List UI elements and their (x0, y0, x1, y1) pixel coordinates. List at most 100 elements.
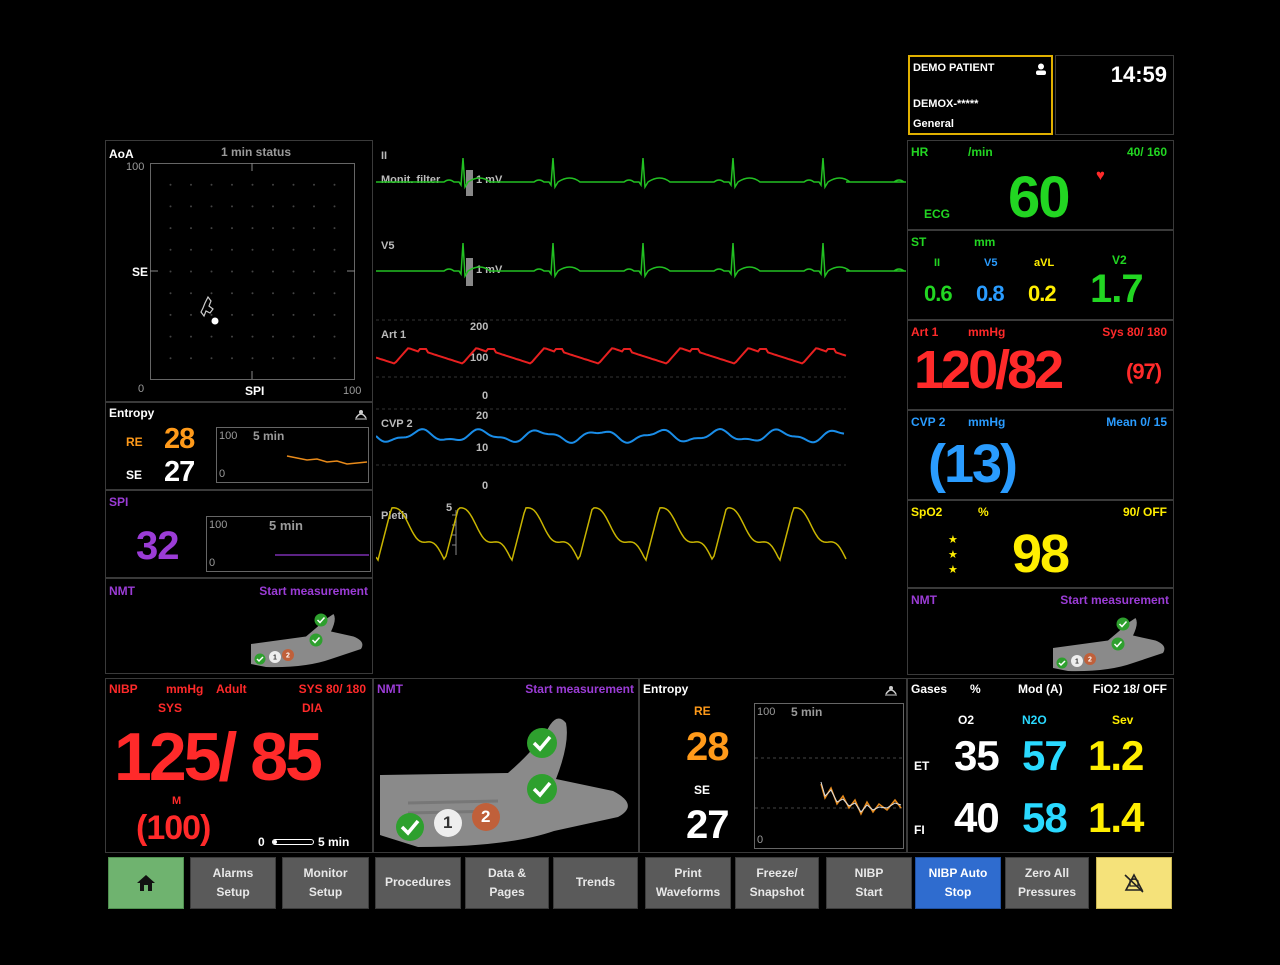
hand-icon: 1 2 (1053, 617, 1165, 672)
signal-quality-stars: ★ ★ ★ (948, 534, 958, 576)
trend-span: 5 min (791, 705, 823, 719)
patient-id: DEMOX-***** (913, 98, 979, 110)
procedures-button[interactable]: Procedures (375, 857, 461, 909)
nmt-title: NMT (109, 584, 135, 598)
cvp2-panel[interactable]: CVP 2 mmHg Mean 0/ 15 (13) (907, 410, 1174, 500)
entropy-panel-left[interactable]: Entropy RE 28 SE 27 100 5 min 0 (105, 402, 373, 490)
cycle-progress-bar (272, 839, 314, 845)
clock-time: 14:59 (1110, 62, 1167, 87)
re-label: RE (694, 704, 711, 718)
gases-unit: % (970, 682, 981, 696)
home-button[interactable] (108, 857, 184, 909)
ecg1-label: II (381, 150, 388, 162)
button-label: Freeze/ Snapshot (749, 865, 805, 899)
trend-max: 100 (209, 519, 228, 531)
data-pages-button[interactable]: Data & Pages (465, 857, 549, 909)
train-count-1: 1 (443, 813, 453, 832)
spo2-limits: 90/ OFF (1122, 505, 1167, 519)
start-measurement-link[interactable]: Start measurement (525, 682, 634, 696)
art1-panel[interactable]: Art 1 mmHg Sys 80/ 180 120/82 (97) (907, 320, 1174, 410)
st-lead-name: II (934, 257, 941, 269)
person-icon (1035, 62, 1047, 75)
nmt-panel-left[interactable]: NMT Start measurement 1 2 (105, 578, 373, 674)
gases-panel[interactable]: Gases % Mod (A) FiO2 18/ OFF O2 N2O Sev … (907, 678, 1174, 853)
gas-col-sev: Sev (1112, 713, 1134, 727)
hr-source: ECG (924, 207, 951, 221)
aoa-origin: 0 (138, 383, 145, 395)
spi-value: 32 (136, 524, 179, 568)
button-label: Monitor Setup (303, 865, 348, 899)
st-title: ST (911, 235, 927, 249)
se-label: SE (126, 468, 143, 482)
cvp2-unit: mmHg (968, 415, 1006, 429)
nibp-title: NIBP (109, 682, 138, 696)
alarms-setup-button[interactable]: Alarms Setup (190, 857, 276, 909)
button-label: Alarms Setup (212, 865, 254, 899)
se-value: 27 (164, 456, 195, 488)
trend-min: 0 (219, 468, 226, 480)
patient-info-box[interactable]: DEMO PATIENT DEMOX-***** General (908, 55, 1053, 135)
hand-icon: 1 2 (251, 613, 363, 668)
spi-panel[interactable]: SPI 32 100 5 min 0 (105, 490, 373, 578)
button-label: NIBP Auto Stop (928, 865, 988, 899)
svg-text:1: 1 (1075, 659, 1079, 666)
fi-n2o: 58 (1022, 794, 1068, 841)
et-sev: 1.2 (1088, 732, 1144, 779)
monitor-setup-button[interactable]: Monitor Setup (282, 857, 369, 909)
alarm-silenced-icon (1124, 873, 1144, 893)
spi-title: SPI (109, 495, 129, 509)
hr-title: HR (911, 145, 929, 159)
button-label: Procedures (384, 875, 452, 890)
alarm-silence-button[interactable] (1096, 857, 1172, 909)
st-lead-name: V5 (984, 257, 998, 269)
trends-button[interactable]: Trends (553, 857, 638, 909)
gases-mode: Mod (A) (1018, 682, 1063, 696)
hr-value: 60 (1008, 165, 1070, 230)
svg-text:2: 2 (286, 653, 290, 660)
hr-panel[interactable]: HR /min 40/ 160 ECG 60 ♥ (907, 140, 1174, 230)
entropy-trend: 100 5 min 0 (754, 703, 905, 849)
nibp-limits: SYS 80/ 180 (298, 682, 366, 696)
nibp-start-button[interactable]: NIBP Start (826, 857, 912, 909)
entropy-trend: 100 5 min 0 (216, 427, 369, 483)
cvp-scale-0: 0 (482, 480, 489, 492)
gas-col-n2o: N2O (1022, 713, 1047, 727)
print-waveforms-button[interactable]: Print Waveforms (645, 857, 731, 909)
art-scale-200: 200 (470, 321, 489, 333)
button-label: Data & Pages (487, 865, 526, 899)
svg-text:1: 1 (273, 655, 277, 662)
entropy-panel-bottom[interactable]: Entropy RE 28 SE 27 100 5 min 0 (639, 678, 907, 853)
cvp2-title: CVP 2 (911, 415, 946, 429)
art1-title: Art 1 (911, 325, 939, 339)
re-label: RE (126, 435, 143, 449)
fi-sev: 1.4 (1088, 794, 1144, 841)
nmt-panel-right[interactable]: NMT Start measurement 1 2 (907, 588, 1174, 675)
waveforms-svg (376, 157, 906, 562)
aoa-x-label: SPI (245, 384, 265, 398)
button-label: Print Waveforms (655, 865, 721, 899)
start-measurement-link[interactable]: Start measurement (259, 584, 368, 598)
trend-min: 0 (209, 557, 216, 569)
et-n2o: 57 (1022, 732, 1068, 779)
aoa-status: 1 min status (221, 145, 292, 159)
et-label: ET (914, 759, 930, 773)
hr-limits: 40/ 160 (1126, 145, 1167, 159)
st-lead-value: 0.8 (976, 281, 1005, 306)
home-icon (137, 875, 155, 891)
nibp-unit: mmHg (166, 682, 204, 696)
start-measurement-link[interactable]: Start measurement (1060, 593, 1169, 607)
aoa-panel[interactable]: AoA 1 min status 100 SE 0 SPI 100 (105, 140, 373, 402)
nibp-auto-stop-button[interactable]: NIBP Auto Stop (915, 857, 1001, 909)
cvp-label: CVP 2 (381, 418, 413, 430)
nibp-panel[interactable]: NIBP mmHg Adult SYS 80/ 180 SYS DIA 125/… (105, 678, 373, 853)
spo2-panel[interactable]: SpO2 % 90/ OFF ★ ★ ★ 98 (907, 500, 1174, 588)
zero-all-pressures-button[interactable]: Zero All Pressures (1005, 857, 1089, 909)
gases-title: Gases (911, 682, 948, 696)
freeze-snapshot-button[interactable]: Freeze/ Snapshot (735, 857, 819, 909)
nmt-panel-bottom[interactable]: NMT Start measurement 1 2 (373, 678, 639, 853)
train-count-2: 2 (481, 807, 491, 826)
aoa-x-max: 100 (343, 385, 362, 397)
aoa-plot (150, 163, 355, 380)
mean-label: M (172, 795, 182, 807)
st-panel[interactable]: ST mm II 0.6 V5 0.8 aVL 0.2 V2 1.7 (907, 230, 1174, 320)
